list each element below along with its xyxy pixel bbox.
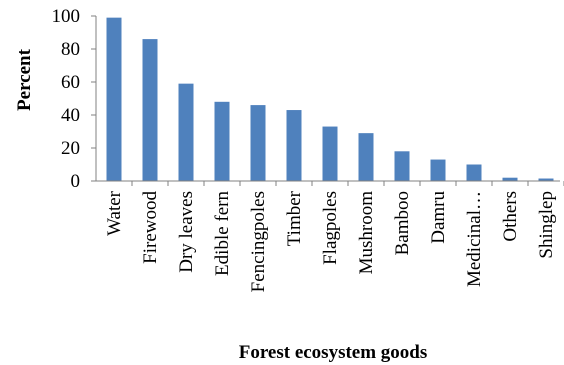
bar-timber — [286, 110, 302, 181]
bar-damru — [430, 159, 446, 181]
x-tick-label: Firewood — [140, 191, 161, 264]
bar-firewood — [142, 39, 158, 181]
bar-others — [502, 177, 518, 181]
bar-shinglep — [538, 178, 554, 181]
x-tick-label: Medicinal… — [464, 191, 485, 287]
bars — [106, 17, 554, 182]
y-tick-label: 80 — [61, 39, 80, 60]
y-tick-label: 60 — [61, 72, 80, 93]
y-tick-label: 20 — [61, 138, 80, 159]
x-tick-label: Others — [500, 191, 521, 242]
x-tick-label: Water — [104, 190, 125, 236]
bar-bamboo — [394, 151, 410, 181]
x-tick-label: Flagpoles — [320, 191, 341, 265]
x-axis-title: Forest ecosystem goods — [239, 342, 428, 363]
y-tick-label: 0 — [71, 171, 81, 192]
bar-fencingpoles — [250, 105, 266, 181]
bar-dry-leaves — [178, 83, 194, 181]
x-tick-label: Fencingpoles — [248, 191, 269, 292]
bar-water — [106, 17, 122, 182]
bar-mushroom — [358, 133, 374, 181]
x-tick-label: Shinglep — [536, 191, 557, 259]
x-tick-label: Edible fern — [212, 191, 233, 276]
bar-medicinal — [466, 164, 482, 181]
y-axis-ticks: 0 20 40 60 80 100 — [52, 6, 96, 192]
x-tick-label: Timber — [284, 190, 305, 246]
x-axis-ticks: Water Firewood Dry leaves Edible fern Fencin… — [104, 181, 564, 292]
bar-flagpoles — [322, 126, 338, 181]
y-tick-label: 100 — [52, 6, 81, 27]
x-tick-label: Dry leaves — [176, 191, 197, 273]
bar-edible-fern — [214, 101, 230, 181]
x-tick-label: Damru — [428, 191, 449, 244]
x-tick-label: Bamboo — [392, 191, 413, 255]
x-tick-label: Mushroom — [356, 191, 377, 275]
y-axis-title: Percent — [14, 48, 35, 111]
y-tick-label: 40 — [61, 105, 80, 126]
